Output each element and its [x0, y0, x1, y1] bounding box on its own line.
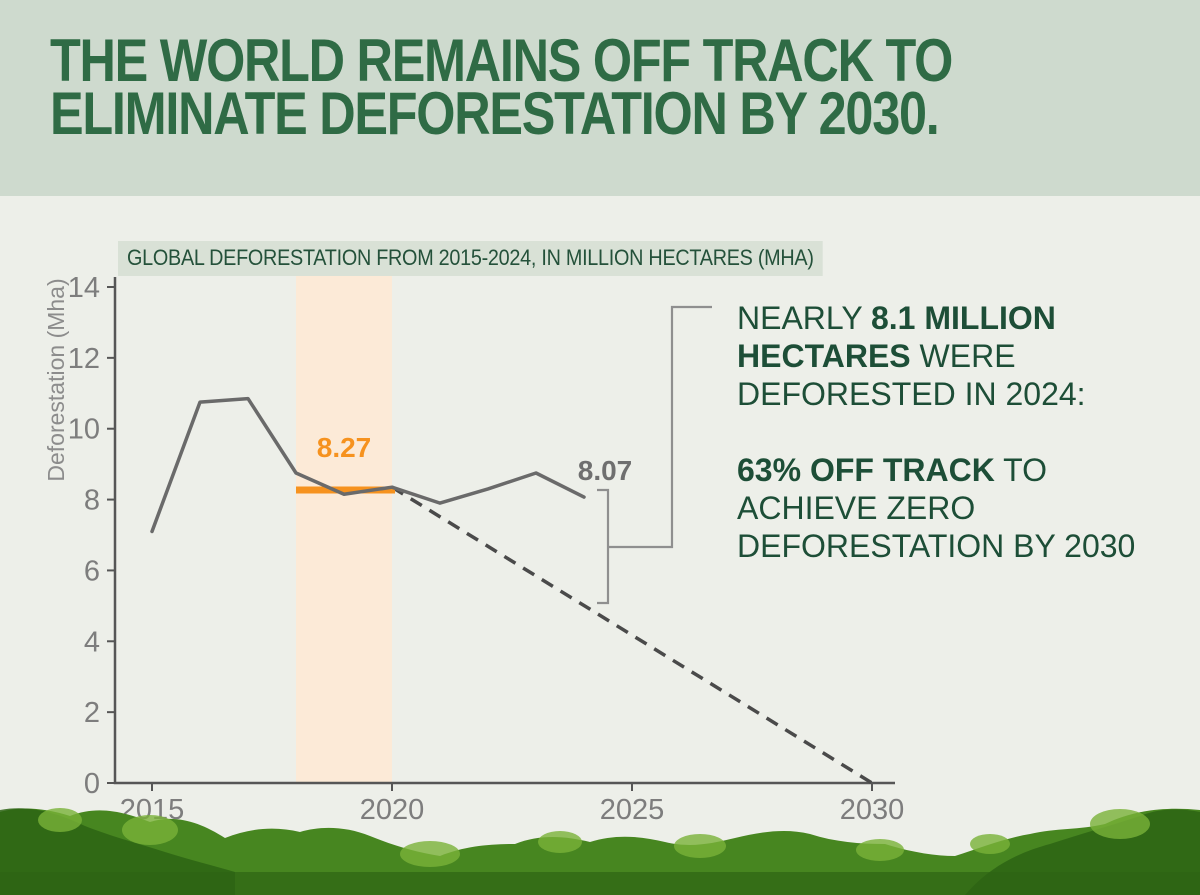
annotation-connector-bracket	[597, 305, 712, 605]
y-tick-label: 10	[68, 414, 100, 446]
annotation-line: DEFORESTED IN 2024:	[737, 376, 1086, 412]
forest-highlight-blob	[400, 841, 460, 867]
baseline-highlight-band	[296, 276, 392, 783]
y-tick-label: 4	[84, 626, 100, 658]
annotation-line: DEFORESTATION BY 2030	[737, 528, 1136, 564]
x-tick-label: 2020	[360, 794, 425, 826]
y-tick-label: 14	[68, 272, 100, 304]
value-2024-label: 8.07	[578, 455, 633, 486]
annotation-line: HECTARES WERE	[737, 338, 1016, 374]
annotation-line: NEARLY 8.1 MILLION	[737, 300, 1056, 336]
annotation-text: NEARLY 8.1 MILLION HECTARES WERE DEFORES…	[737, 299, 1177, 565]
y-axis-title: Deforestation (Mha)	[43, 278, 69, 481]
forest-canopy-image	[0, 808, 1200, 895]
header-band: THE WORLD REMAINS OFF TRACK TO ELIMINATE…	[0, 0, 1200, 196]
baseline-value-label: 8.27	[317, 432, 372, 463]
forest-canopy-highlights	[38, 808, 1150, 867]
forest-highlight-blob	[122, 815, 178, 845]
forest-highlight-blob	[538, 831, 582, 853]
page-title-line2: ELIMINATE DEFORESTATION BY 2030.	[50, 80, 940, 147]
y-tick-label: 0	[84, 768, 100, 800]
y-tick-label: 6	[84, 555, 100, 587]
deforestation-series-line	[150, 396, 586, 534]
page-title: THE WORLD REMAINS OFF TRACK TO ELIMINATE…	[50, 27, 953, 147]
forest-highlight-blob	[674, 834, 726, 858]
forest-highlight-blob	[856, 839, 904, 861]
annotation-line: 63% OFF TRACK TO	[737, 452, 1047, 488]
annotation-paragraph-1: NEARLY 8.1 MILLION HECTARES WERE DEFORES…	[737, 299, 1177, 413]
page-title-line1: THE WORLD REMAINS OFF TRACK TO	[50, 27, 953, 94]
chart-title-chip: GLOBAL DEFORESTATION FROM 2015-2024, IN …	[118, 241, 823, 276]
target-path-dashed-line	[391, 485, 873, 785]
y-axis-ticks: 0 2 4 6 8 10 12 14	[68, 272, 115, 800]
forest-highlight-blob	[38, 808, 82, 832]
x-tick-label: 2025	[600, 794, 665, 826]
y-tick-label: 2	[84, 697, 100, 729]
forest-highlight-blob	[1090, 809, 1150, 839]
forest-base-strip	[0, 872, 1200, 895]
forest-highlight-blob	[970, 834, 1010, 854]
annotation-line: ACHIEVE ZERO	[737, 490, 976, 526]
y-tick-label: 12	[68, 343, 100, 375]
x-tick-label: 2030	[840, 794, 905, 826]
axes-lines	[113, 277, 895, 785]
annotation-paragraph-2: 63% OFF TRACK TO ACHIEVE ZERO DEFORESTAT…	[737, 451, 1177, 565]
y-tick-label: 8	[84, 485, 100, 517]
